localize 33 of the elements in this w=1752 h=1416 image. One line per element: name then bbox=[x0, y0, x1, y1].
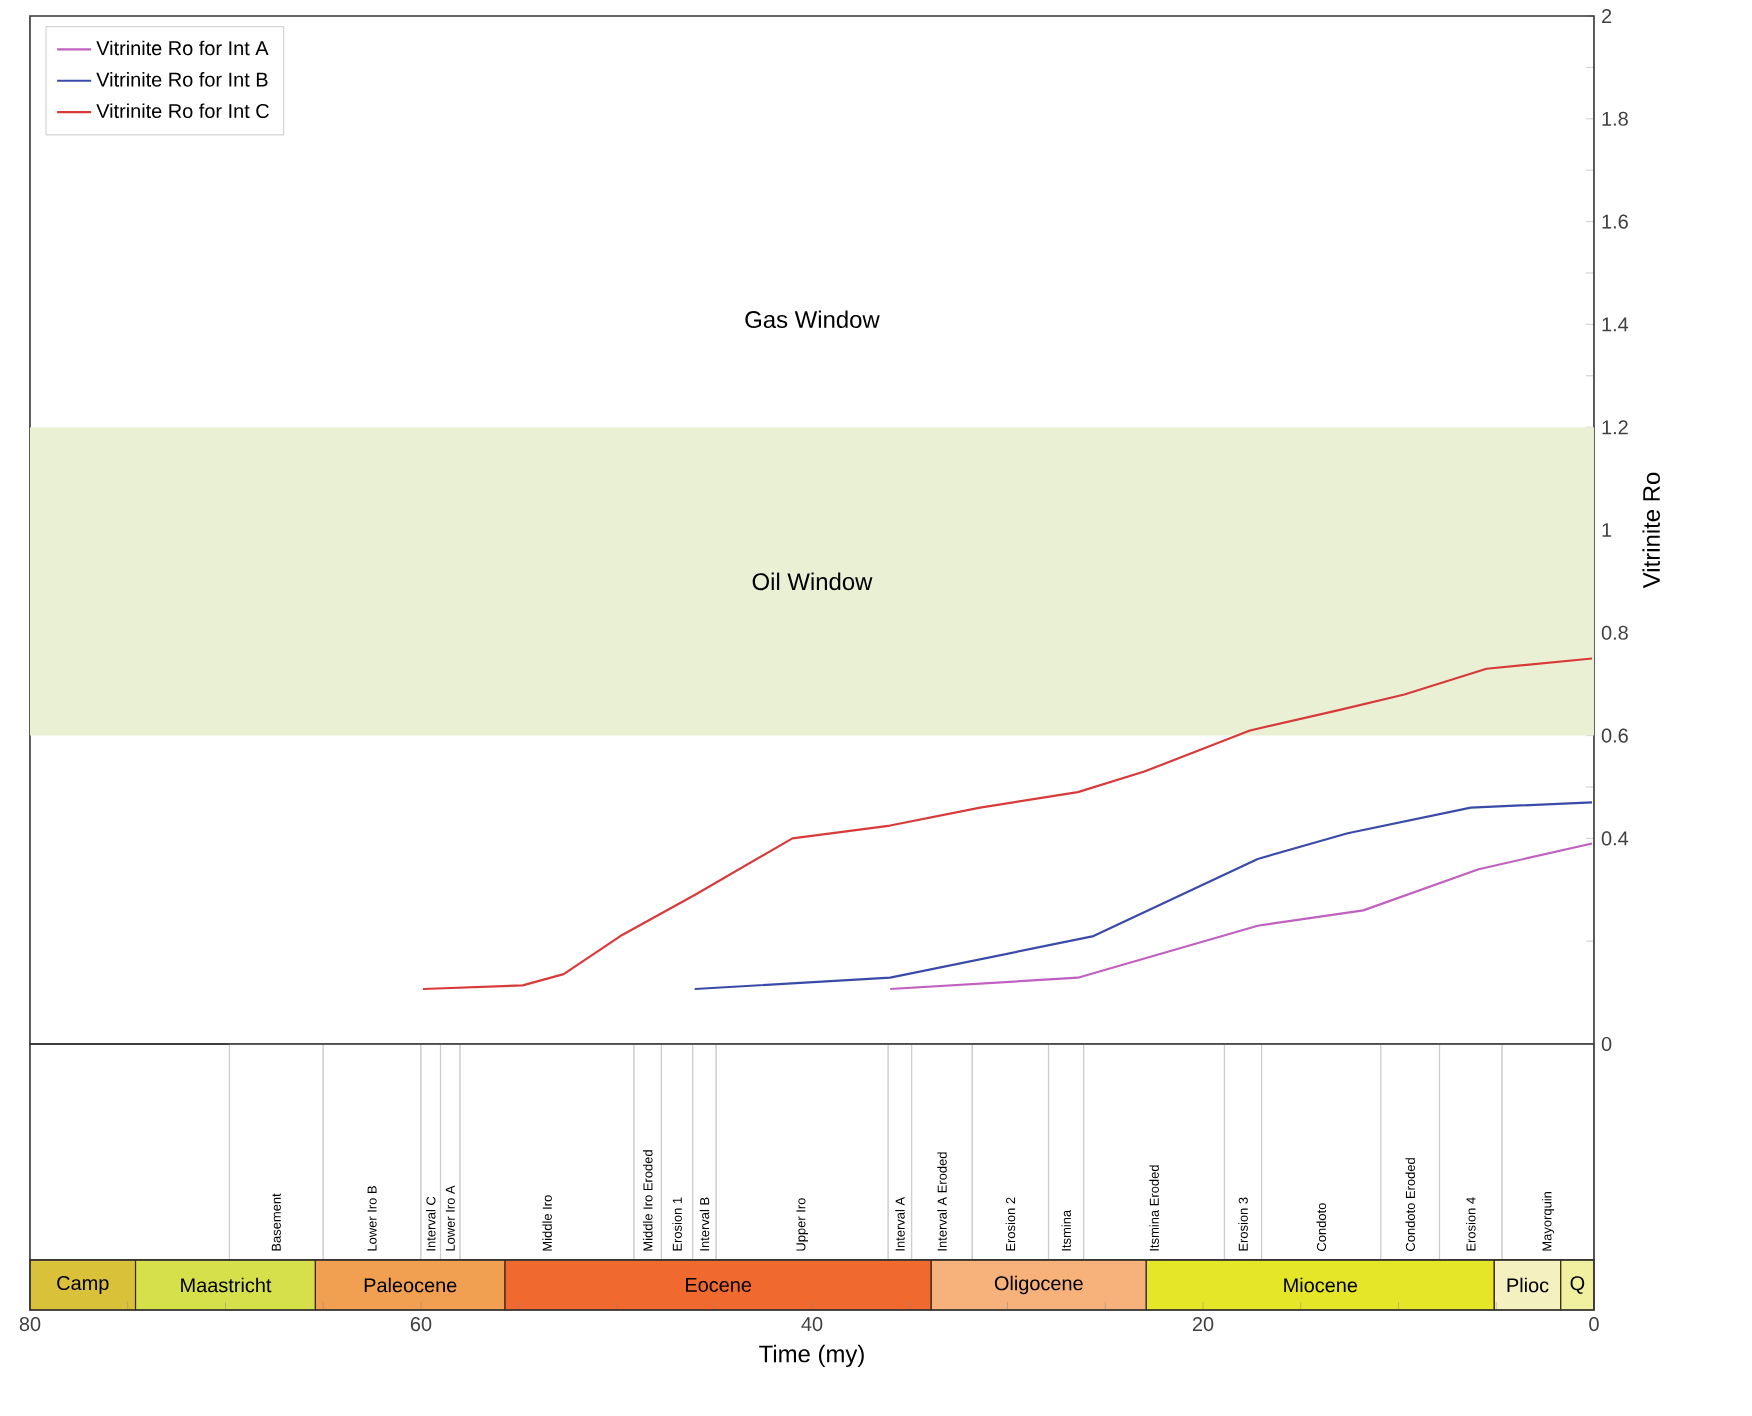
series-label: Oligocene bbox=[994, 1275, 1083, 1295]
x-tick-label: 0 bbox=[1589, 1317, 1599, 1332]
series-label: Miocene bbox=[1284, 1277, 1358, 1293]
y-tick-label: 0.6 bbox=[1601, 728, 1628, 743]
legend-label: Vitrinite Ro for Int A bbox=[96, 40, 269, 56]
y-tick-label: 0 bbox=[1601, 1036, 1612, 1052]
line-series bbox=[421, 657, 1594, 991]
y-tick-label: 1.6 bbox=[1602, 214, 1628, 229]
y-tick-label: 1.4 bbox=[1602, 317, 1629, 332]
annotation: Gas Window bbox=[745, 310, 880, 329]
x-tick-label: 40 bbox=[801, 1317, 823, 1332]
series-label: Paleocene bbox=[364, 1277, 457, 1293]
x-tick-label: 20 bbox=[1192, 1317, 1214, 1332]
y-tick-label: 0.8 bbox=[1601, 625, 1628, 640]
line-series bbox=[889, 842, 1594, 991]
series-label: Camp bbox=[57, 1275, 109, 1295]
band-label: Oil Window bbox=[752, 572, 873, 591]
y-axis-title: Vitrinite Ro bbox=[1642, 472, 1660, 589]
x-axis-title: Time (my) bbox=[759, 1344, 864, 1368]
series-label: Q bbox=[1570, 1276, 1585, 1294]
legend-label: Vitrinite Ro for Int C bbox=[96, 103, 269, 119]
y-tick-label: 1 bbox=[1602, 523, 1612, 537]
series-label: Maastricht bbox=[181, 1277, 272, 1293]
line-series bbox=[693, 801, 1594, 991]
y-tick-label: 1.2 bbox=[1602, 420, 1628, 435]
series-label: Eocene bbox=[686, 1278, 752, 1292]
y-tick-label: 0.4 bbox=[1601, 831, 1629, 846]
x-tick-label: 60 bbox=[410, 1317, 432, 1332]
x-tick-label: 80 bbox=[19, 1317, 41, 1332]
y-tick-label: 2 bbox=[1602, 9, 1612, 23]
y-tick-label: 1.8 bbox=[1602, 111, 1628, 126]
legend-label: Vitrinite Ro for Int B bbox=[96, 72, 268, 87]
series-label: Plioc bbox=[1507, 1277, 1549, 1293]
